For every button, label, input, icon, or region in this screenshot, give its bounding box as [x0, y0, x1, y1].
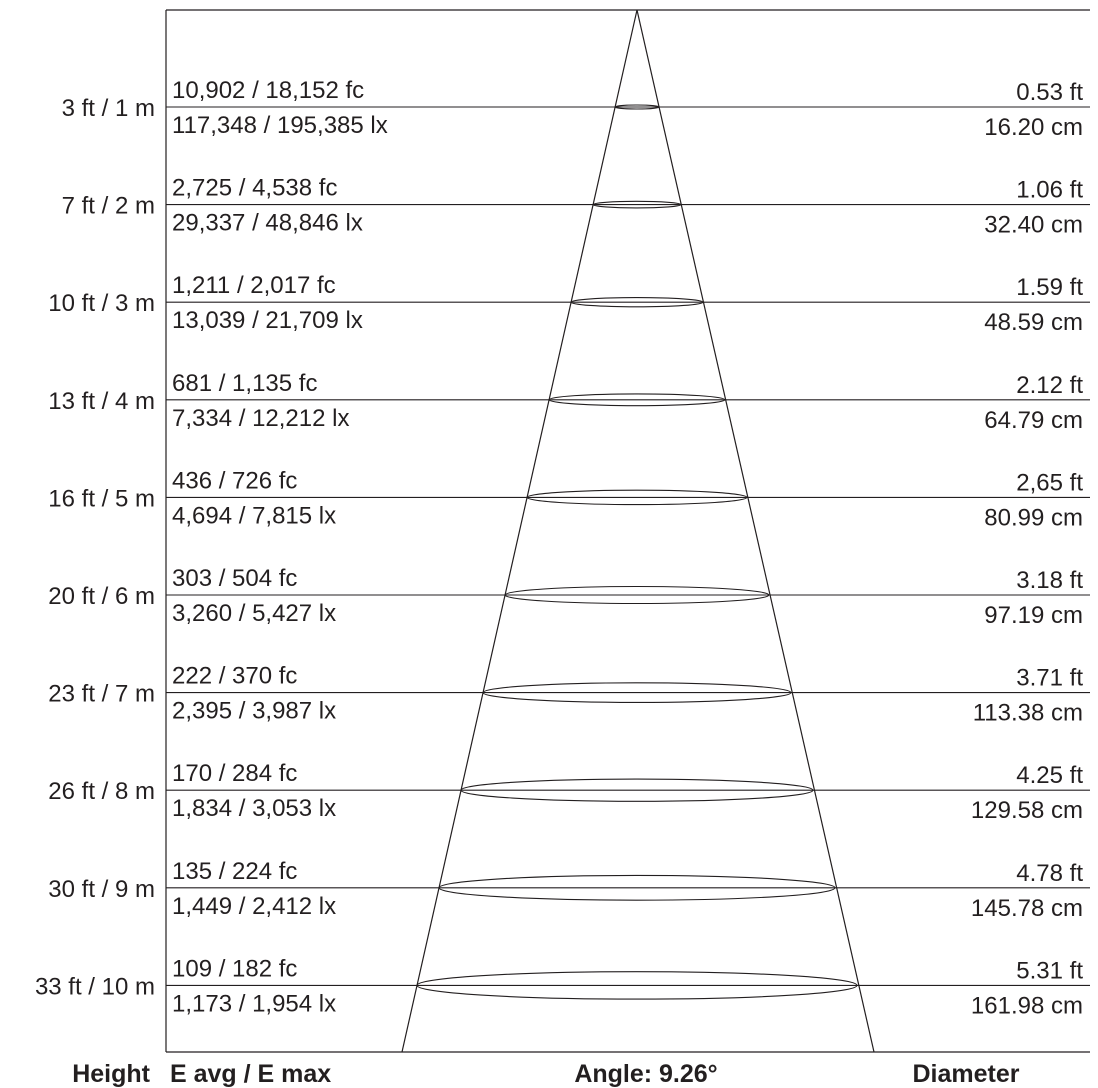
beam-cross-section-ellipse — [482, 682, 792, 703]
row-diameter-ft-value: 3.71 ft — [1016, 665, 1083, 692]
row-diameter-cm-value: 113.38 cm — [973, 700, 1083, 727]
row-height-label: 13 ft / 4 m — [48, 388, 155, 415]
row-footcandle-value: 10,902 / 18,152 fc — [172, 77, 364, 104]
beam-cross-section-ellipse — [416, 971, 858, 1000]
beam-cross-section-ellipse — [614, 104, 660, 110]
row-diameter-cm-value: 48.59 cm — [984, 309, 1083, 336]
row-footcandle-value: 109 / 182 fc — [172, 955, 297, 982]
row-lux-value: 1,449 / 2,412 lx — [172, 893, 336, 920]
row-diameter-ft-value: 1.59 ft — [1016, 274, 1083, 301]
row-footcandle-value: 1,211 / 2,017 fc — [172, 272, 336, 299]
row-lux-value: 7,334 / 12,212 lx — [172, 405, 349, 432]
row-diameter-cm-value: 161.98 cm — [971, 992, 1083, 1019]
row-lux-value: 1,834 / 3,053 lx — [172, 795, 336, 822]
row-lux-value: 3,260 / 5,427 lx — [172, 600, 336, 627]
beam-cross-section-ellipse — [548, 393, 726, 407]
row-lux-value: 1,173 / 1,954 lx — [172, 990, 336, 1017]
row-footcandle-value: 170 / 284 fc — [172, 760, 297, 787]
row-diameter-cm-value: 64.79 cm — [984, 407, 1083, 434]
row-height-label: 30 ft / 9 m — [48, 876, 155, 903]
beam-left-edge — [401, 9, 638, 1053]
footer-diameter-label: Diameter — [913, 1060, 1020, 1088]
row-diameter-ft-value: 4.25 ft — [1016, 762, 1083, 789]
row-lux-value: 4,694 / 7,815 lx — [172, 502, 336, 529]
row-lux-value: 13,039 / 21,709 lx — [172, 307, 363, 334]
row-diameter-ft-value: 1.06 ft — [1016, 177, 1083, 204]
row-footcandle-value: 135 / 224 fc — [172, 858, 297, 885]
distance-row: 20 ft / 6 m 303 / 504 fc 3,260 / 5,427 lx 3… — [48, 565, 1090, 629]
row-height-label: 7 ft / 2 m — [62, 193, 155, 220]
row-height-label: 26 ft / 8 m — [48, 778, 155, 805]
beam-cross-section-ellipse — [504, 585, 770, 605]
beam-cross-section-ellipse — [592, 200, 682, 209]
footer-height-label: Height — [72, 1060, 150, 1088]
row-diameter-cm-value: 97.19 cm — [984, 602, 1083, 629]
distance-row: 7 ft / 2 m 2,725 / 4,538 fc 29,337 / 48,84… — [62, 175, 1090, 239]
row-diameter-cm-value: 16.20 cm — [984, 114, 1083, 141]
distance-row: 3 ft / 1 m 10,902 / 18,152 fc 117,348 / 19… — [62, 77, 1090, 141]
row-height-label: 33 ft / 10 m — [35, 973, 155, 1000]
distance-row: 26 ft / 8 m 170 / 284 fc 1,834 / 3,053 lx 4… — [48, 760, 1090, 824]
row-footcandle-value: 2,725 / 4,538 fc — [172, 175, 337, 202]
row-height-label: 20 ft / 6 m — [48, 583, 155, 610]
row-diameter-cm-value: 145.78 cm — [971, 895, 1083, 922]
row-diameter-cm-value: 32.40 cm — [984, 212, 1083, 239]
row-diameter-cm-value: 129.58 cm — [971, 797, 1083, 824]
distance-rows: 3 ft / 1 m 10,902 / 18,152 fc 117,348 / 19… — [35, 77, 1090, 1019]
row-diameter-ft-value: 0.53 ft — [1016, 79, 1083, 106]
row-height-label: 16 ft / 5 m — [48, 485, 155, 512]
row-lux-value: 29,337 / 48,846 lx — [172, 210, 363, 237]
footer-illuminance-label: E avg / E max — [170, 1060, 331, 1088]
distance-row: 13 ft / 4 m 681 / 1,135 fc 7,334 / 12,212 … — [48, 370, 1090, 434]
row-diameter-ft-value: 5.31 ft — [1016, 957, 1083, 984]
distance-row: 16 ft / 5 m 436 / 726 fc 4,694 / 7,815 lx 2… — [48, 467, 1090, 531]
row-lux-value: 117,348 / 195,385 lx — [172, 112, 388, 139]
row-diameter-ft-value: 3.18 ft — [1016, 567, 1083, 594]
row-footcandle-value: 681 / 1,135 fc — [172, 370, 317, 397]
row-lux-value: 2,395 / 3,987 lx — [172, 698, 336, 725]
beam-cross-section-ellipse — [570, 297, 704, 308]
row-footcandle-value: 436 / 726 fc — [172, 467, 297, 494]
row-height-label: 23 ft / 7 m — [48, 681, 155, 708]
beam-cross-section-ellipse — [526, 489, 748, 506]
row-diameter-ft-value: 4.78 ft — [1016, 860, 1083, 887]
beam-cross-section-ellipse — [438, 874, 836, 901]
row-footcandle-value: 222 / 370 fc — [172, 663, 297, 690]
beam-cross-section-ellipse — [460, 778, 814, 802]
row-diameter-ft-value: 2,65 ft — [1016, 469, 1083, 496]
distance-row: 33 ft / 10 m 109 / 182 fc 1,173 / 1,954 lx… — [35, 955, 1090, 1019]
distance-row: 10 ft / 3 m 1,211 / 2,017 fc 13,039 / 21,7… — [48, 272, 1090, 336]
beam-right-edge — [636, 9, 875, 1053]
row-diameter-ft-value: 2.12 ft — [1016, 372, 1083, 399]
distance-row: 23 ft / 7 m 222 / 370 fc 2,395 / 3,987 lx 3… — [48, 663, 1090, 727]
row-footcandle-value: 303 / 504 fc — [172, 565, 297, 592]
distance-row: 30 ft / 9 m 135 / 224 fc 1,449 / 2,412 lx 4… — [48, 858, 1090, 922]
row-diameter-cm-value: 80.99 cm — [984, 504, 1083, 531]
row-height-label: 3 ft / 1 m — [62, 95, 155, 122]
row-height-label: 10 ft / 3 m — [48, 290, 155, 317]
footer-angle-label: Angle: 9.26° — [574, 1060, 717, 1088]
